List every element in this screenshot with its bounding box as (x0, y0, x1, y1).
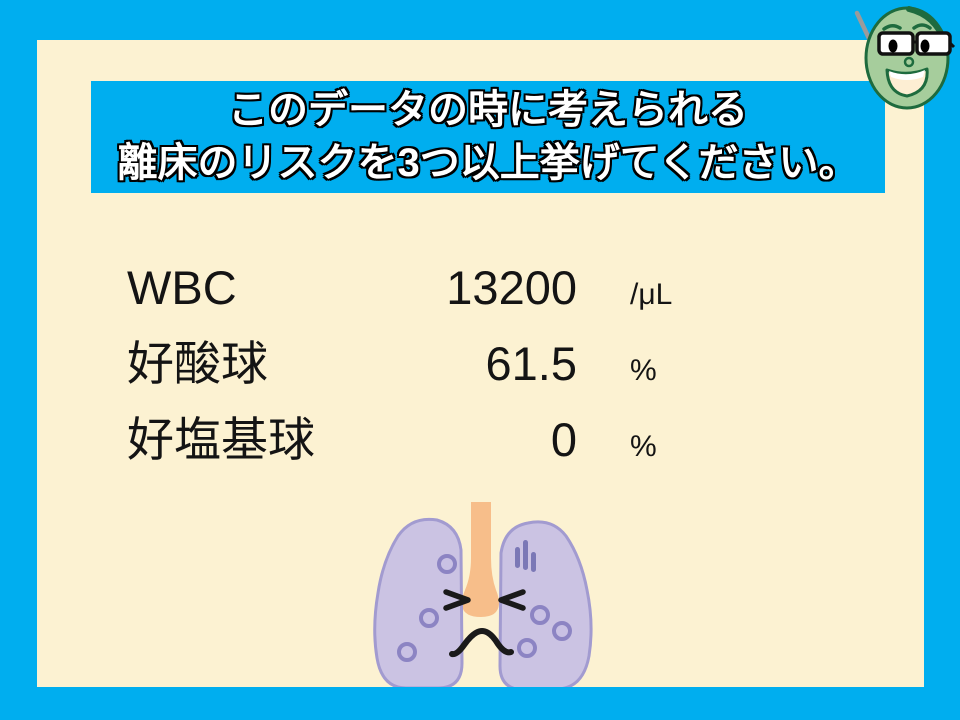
left-lung-lobe (373, 517, 464, 687)
lung-spot (419, 608, 439, 628)
lung-spot (517, 638, 537, 658)
sad-lungs-illustration-icon (373, 502, 593, 687)
left-eye-icon (443, 589, 471, 611)
table-row: WBC 13200 /μL (127, 250, 672, 326)
frown-mouth-icon (449, 627, 514, 658)
lab-value-eosinophil: 61.5 (485, 337, 577, 390)
lab-label-basophil: 好塩基球 (127, 413, 315, 466)
mascot-nose (903, 56, 915, 68)
mascot-teeth (889, 70, 925, 80)
lab-unit-basophil: % (630, 430, 657, 463)
right-eye-icon (498, 589, 526, 611)
lung-spot (552, 621, 572, 641)
lab-unit-wbc: /μL (630, 278, 673, 311)
lung-spot (530, 605, 550, 625)
lab-unit-eosinophil: % (630, 354, 657, 387)
green-teacher-mascot-icon (854, 6, 956, 110)
right-pupil (920, 39, 930, 53)
stress-bar (523, 540, 528, 570)
lung-spot (437, 554, 457, 574)
stress-bar (515, 547, 520, 568)
table-row: 好酸球 61.5 % (127, 326, 672, 402)
stress-bar (531, 552, 536, 572)
left-eyebrow (882, 24, 902, 31)
glasses-temple (948, 41, 956, 49)
trachea-shape (461, 502, 499, 617)
title-line-2: 離床のリスクを3つ以上挙げてください。 (117, 141, 859, 185)
lab-value-basophil: 0 (550, 413, 577, 466)
title-line-1: このデータの時に考えられる (228, 88, 748, 132)
left-pupil (888, 39, 898, 53)
table-row: 好塩基球 0 % (127, 402, 672, 478)
title-banner: このデータの時に考えられる 離床のリスクを3つ以上挙げてください。 (91, 81, 885, 193)
lab-values-table: WBC 13200 /μL 好酸球 61.5 % 好塩基球 0 % (127, 250, 672, 478)
right-eyebrow (912, 23, 932, 30)
lung-spot (397, 642, 417, 662)
lab-value-wbc: 13200 (446, 261, 577, 314)
lab-label-eosinophil: 好酸球 (127, 337, 268, 390)
lab-label-wbc: WBC (127, 261, 237, 314)
content-panel: このデータの時に考えられる 離床のリスクを3つ以上挙げてください。 WBC 13… (37, 40, 924, 687)
